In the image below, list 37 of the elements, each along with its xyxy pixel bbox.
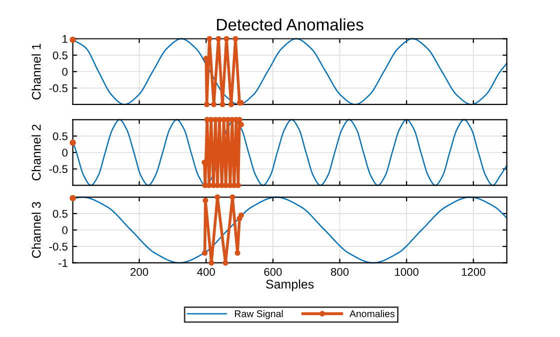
y-tick-label: -0.5 [49, 84, 68, 92]
y-tick-label: -1 [58, 259, 68, 267]
y-tick-label: 1 [62, 35, 68, 43]
y-axis-title: Channel 1 [32, 44, 41, 100]
point [228, 102, 234, 108]
x-tick-label: 1000 [395, 268, 418, 276]
x-tick-label: 1200 [462, 268, 486, 276]
point [214, 194, 220, 200]
point [222, 260, 228, 266]
y-axis-title: Channel 3 [32, 202, 41, 258]
y-tick-label: 0 [62, 148, 68, 157]
y-tick-label: 0.5 [52, 132, 68, 140]
x-tick-label: 400 [197, 268, 215, 276]
x-tick-label: 600 [264, 268, 282, 276]
point [204, 102, 210, 108]
point [220, 102, 226, 108]
point [238, 212, 244, 218]
point [202, 198, 208, 204]
point [202, 250, 208, 256]
point [230, 194, 236, 200]
chart-title: Detected Anomalies [217, 18, 364, 31]
y-tick-label: 0 [62, 68, 68, 76]
point [206, 36, 212, 42]
point [208, 260, 214, 266]
point [211, 102, 217, 108]
y-tick-label: -0.5 [49, 242, 68, 251]
x-axis-title: Samples [266, 279, 314, 292]
legend-label: Anomalies [350, 310, 395, 318]
y-tick-label: 0 [62, 226, 68, 234]
legend-label: Raw Signal [234, 310, 283, 320]
x-tick-label: 800 [330, 268, 349, 276]
y-axis-title: Channel 2 [32, 124, 41, 180]
point [234, 250, 240, 256]
y-tick-label: 0.5 [52, 51, 68, 60]
y-tick-label: 0.5 [52, 210, 68, 218]
x-tick-label: 200 [130, 268, 148, 276]
y-tick-label: -0.5 [49, 165, 68, 174]
